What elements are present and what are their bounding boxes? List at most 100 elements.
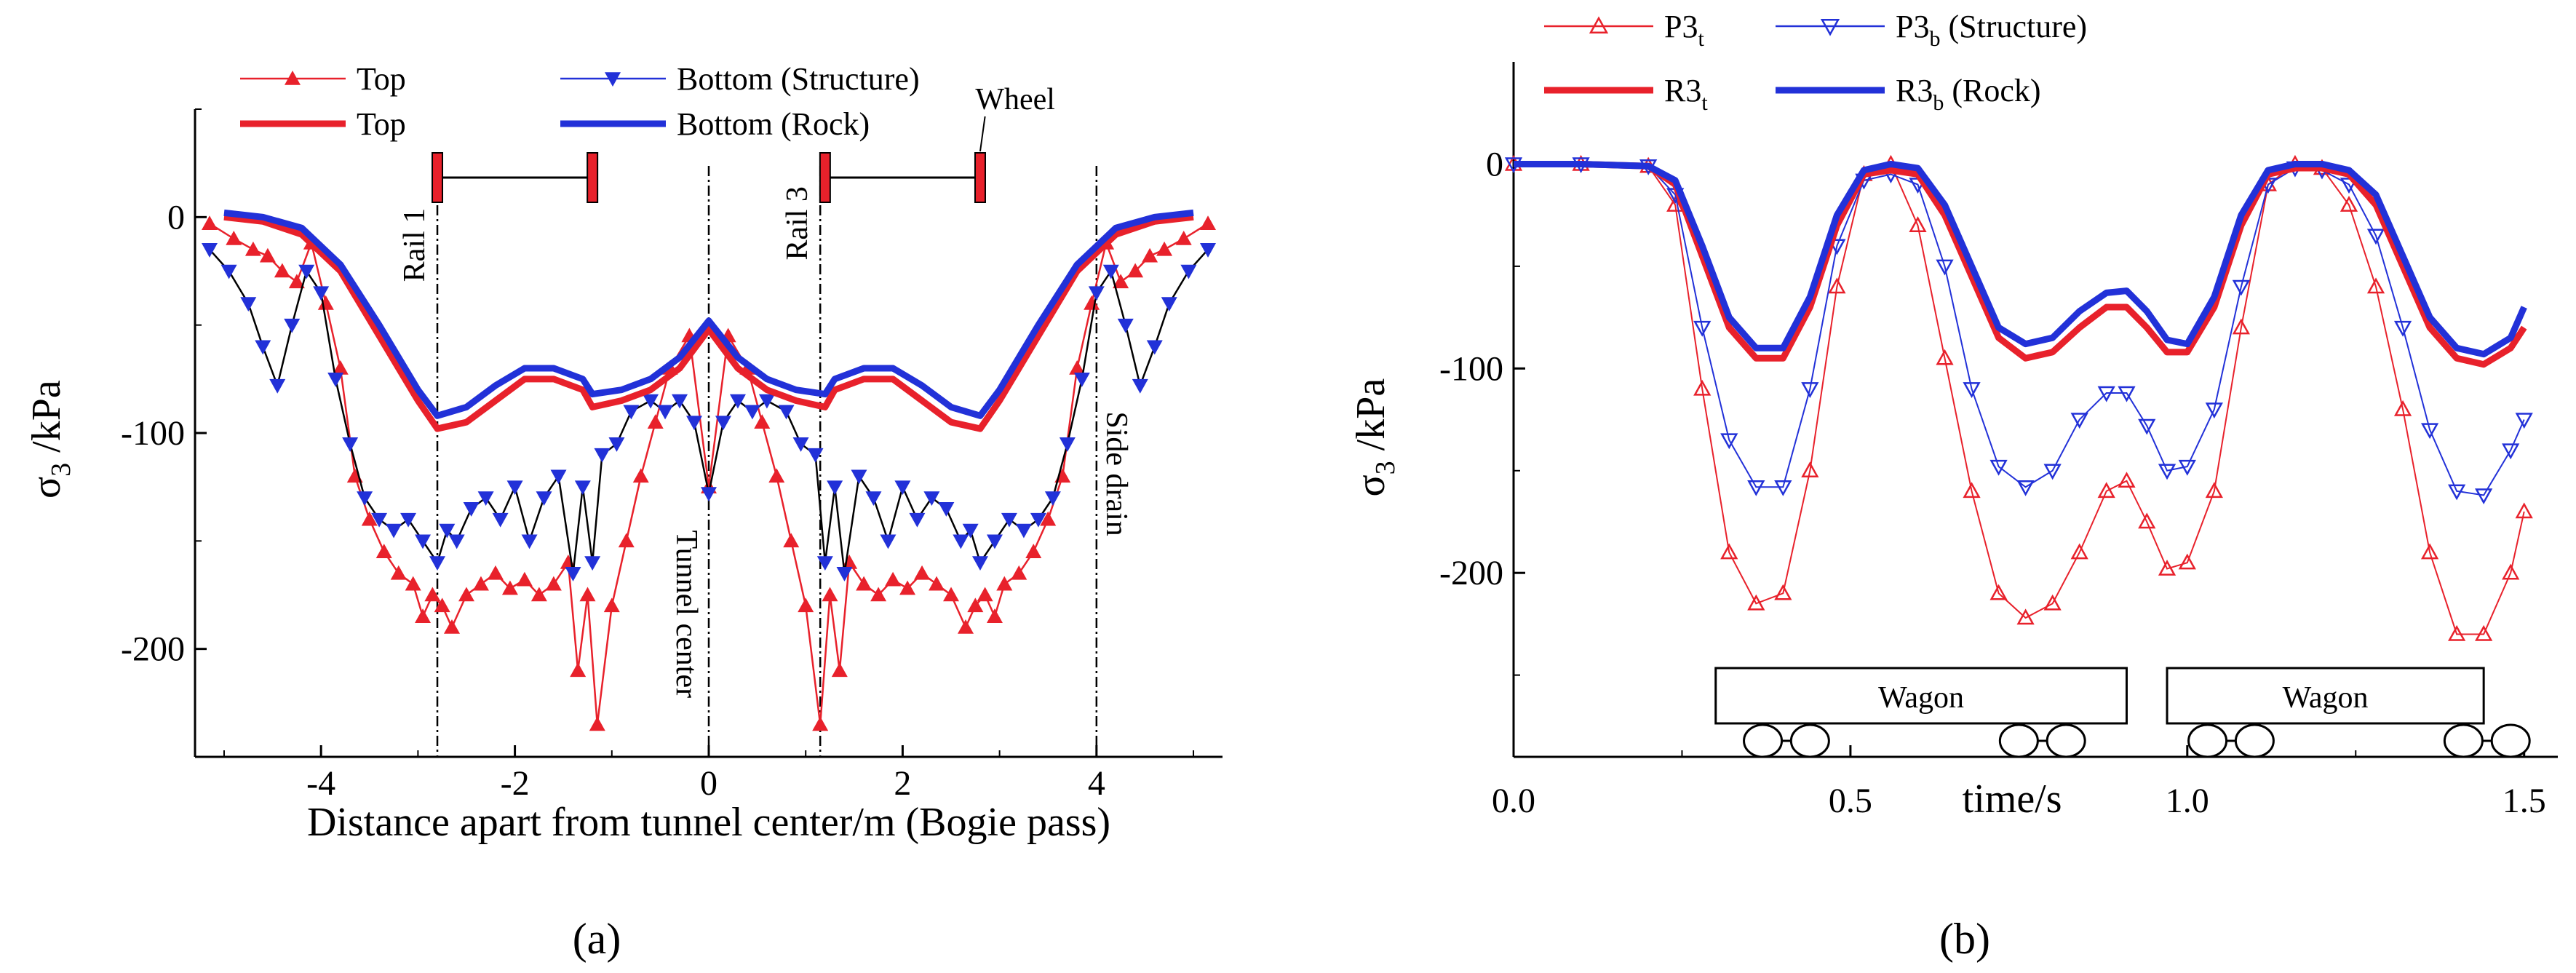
a-tunnel-center-label: Tunnel center bbox=[669, 531, 703, 699]
a-series-0-point bbox=[899, 580, 916, 595]
b-wagon-label-1: Wagon bbox=[2283, 681, 2369, 715]
a-wheel-marker bbox=[587, 152, 599, 203]
b-wheel bbox=[1998, 723, 2039, 758]
a-wheel-marker bbox=[974, 152, 986, 203]
b-series-1-point bbox=[2515, 413, 2533, 429]
a-series-1-point bbox=[357, 491, 373, 506]
b-legend-label-3: R3b (Rock) bbox=[1896, 73, 2041, 115]
b-legend-label-sub-1: b bbox=[1929, 27, 1940, 51]
a-series-1-point bbox=[894, 480, 911, 496]
b-series-1-point bbox=[2393, 320, 2412, 337]
a-series-1-point bbox=[584, 556, 601, 571]
b-series-1-point bbox=[2232, 279, 2250, 296]
a-series-1-point bbox=[1073, 373, 1090, 387]
b-series-0-point bbox=[2205, 482, 2223, 499]
a-y-label-rest: /kPa bbox=[24, 380, 69, 463]
a-series-1-point bbox=[1117, 318, 1134, 333]
a-series-1-point bbox=[623, 405, 640, 420]
a-series-0-point bbox=[375, 544, 392, 558]
a-legend-marker-0 bbox=[285, 71, 301, 85]
b-wheel bbox=[2443, 723, 2484, 758]
a-series-1-point bbox=[1180, 264, 1197, 279]
a-series-0-point bbox=[458, 587, 474, 602]
a-series-1-point bbox=[880, 534, 897, 549]
a-series-0-point bbox=[967, 597, 984, 613]
a-series-1-point bbox=[938, 502, 955, 517]
a-series-1-point bbox=[1044, 491, 1061, 506]
b-y-tick-label: -200 bbox=[1439, 554, 1503, 592]
a-series-1-point bbox=[463, 502, 480, 517]
a-series-0-point bbox=[274, 263, 290, 278]
b-panel-label: (b) bbox=[1939, 915, 1990, 963]
a-series-1-point bbox=[608, 437, 625, 452]
a-x-tick-label: 0 bbox=[700, 764, 717, 803]
a-series-1-point bbox=[836, 567, 853, 581]
b-series-0-point bbox=[1936, 349, 1954, 365]
a-series-1-point bbox=[371, 512, 388, 528]
a-series-0-point bbox=[415, 608, 432, 623]
b-series-0-point bbox=[2393, 400, 2412, 416]
a-series-1-point bbox=[729, 394, 746, 409]
b-series-1-point bbox=[2158, 464, 2177, 480]
b-series-1-point bbox=[2043, 464, 2062, 480]
a-series-0-point bbox=[1011, 565, 1027, 580]
b-series-1-point bbox=[2016, 480, 2035, 496]
b-legend-label-0: P3t bbox=[1664, 9, 1704, 51]
a-legend-label-0: Top bbox=[357, 61, 406, 97]
b-series-0-point bbox=[2515, 502, 2533, 519]
a-series-1-point bbox=[298, 264, 315, 279]
a-series-1-point bbox=[492, 512, 509, 528]
a-series-1-point bbox=[986, 534, 1003, 549]
a-series-0-point bbox=[1156, 241, 1173, 256]
a-series-1-point bbox=[1102, 264, 1119, 279]
a-legend-label-1: Bottom (Structure) bbox=[677, 61, 920, 97]
b-wheel bbox=[2234, 723, 2275, 758]
a-series-1-point bbox=[923, 491, 940, 506]
b-series-1-point bbox=[1963, 382, 1981, 398]
b-series-1-point bbox=[2178, 459, 2196, 476]
b-series-0-point bbox=[2448, 624, 2466, 641]
a-y-label-main: σ bbox=[24, 477, 69, 499]
b-series-0-point bbox=[1801, 461, 1819, 478]
a-series-1-point bbox=[565, 567, 581, 581]
a-panel-label: (a) bbox=[573, 915, 621, 963]
a-series-1-point bbox=[1161, 297, 1177, 311]
a-series-0-point bbox=[545, 576, 562, 591]
b-y-label-main: σ bbox=[1348, 474, 1394, 496]
a-series-1-point bbox=[744, 405, 760, 420]
a-series-1-point bbox=[701, 487, 717, 502]
a-series-0-point bbox=[332, 360, 349, 375]
a-series-1-point bbox=[962, 523, 979, 539]
a-series-0-point bbox=[831, 662, 848, 678]
a-series-0-point bbox=[977, 587, 993, 602]
panel-a-chart: -4 -2 0 2 4 0 -100 -200 Distance apart from tunn… bbox=[24, 61, 1223, 963]
a-series-1-point bbox=[550, 469, 567, 485]
b-x-tick-label: 1.5 bbox=[2503, 782, 2546, 820]
b-series-line-0 bbox=[1514, 163, 2525, 635]
b-series-0-point bbox=[2232, 318, 2250, 335]
a-series-0-point bbox=[226, 231, 242, 245]
a-series-0-point bbox=[361, 511, 378, 526]
a-series-1-point bbox=[201, 243, 218, 258]
a-series-1-point bbox=[1030, 512, 1046, 528]
a-series-0-point bbox=[798, 597, 814, 613]
a-series-1-point bbox=[1059, 437, 1076, 452]
a-series-0-point bbox=[603, 597, 620, 613]
a-x-axis-label: Distance apart from tunnel center/m (Bog… bbox=[307, 800, 1110, 845]
a-series-1-point bbox=[865, 491, 882, 506]
a-wheel-marker bbox=[432, 152, 444, 203]
b-series-0-point bbox=[2502, 563, 2520, 580]
b-series-1-point bbox=[1801, 382, 1819, 398]
a-series-0-point bbox=[424, 587, 441, 602]
b-legend-label-suffix-3: (Rock) bbox=[1944, 73, 2040, 108]
b-series-0-point bbox=[1666, 196, 1685, 212]
b-series-0-point bbox=[2043, 594, 2062, 611]
a-y-tick-label: 0 bbox=[167, 198, 185, 237]
b-wheel bbox=[1743, 723, 1784, 758]
b-legend-label-sub-2: t bbox=[1701, 91, 1708, 115]
a-series-1-point bbox=[1001, 512, 1017, 528]
b-x-tick-label: 0.5 bbox=[1829, 782, 1872, 820]
b-series-0-point bbox=[1747, 594, 1765, 611]
b-series-0-point bbox=[2118, 472, 2136, 488]
b-legend-marker-0 bbox=[1589, 16, 1609, 34]
